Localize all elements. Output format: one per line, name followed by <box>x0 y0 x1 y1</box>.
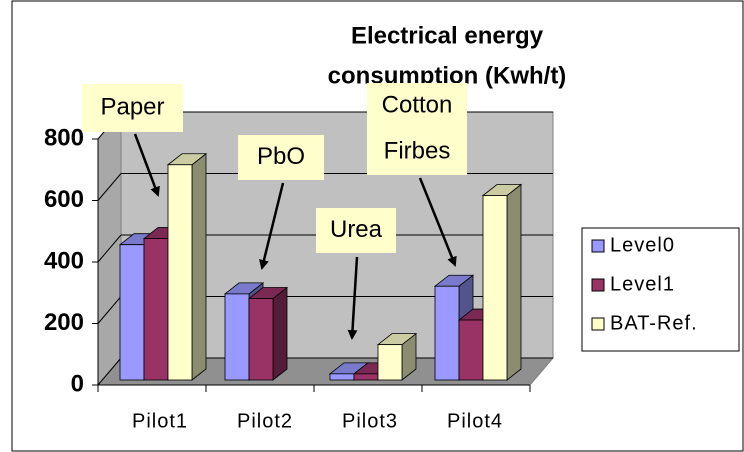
x-tick-label: Pilot2 <box>237 410 293 432</box>
bar-side <box>506 183 522 381</box>
annotation-box <box>82 84 183 132</box>
bar <box>119 244 145 381</box>
bar <box>329 373 355 381</box>
bar <box>353 373 379 381</box>
annotation-box <box>238 135 324 180</box>
grid-line <box>97 357 122 386</box>
y-tick-label: 600 <box>44 186 84 213</box>
grid-line <box>97 234 122 263</box>
chart-title: Electrical energy <box>351 22 544 49</box>
legend-label: Level0 <box>610 234 675 256</box>
annotation-text: Urea <box>330 216 383 243</box>
annotation-box <box>367 83 467 175</box>
annotation-text: PbO <box>257 143 305 170</box>
x-tick-label: Pilot3 <box>342 410 398 432</box>
bar-side <box>191 152 207 381</box>
x-tick-label: Pilot4 <box>447 410 503 432</box>
bar <box>248 298 274 381</box>
legend-swatch <box>591 317 605 331</box>
bar <box>224 293 250 381</box>
annotation-arrow <box>347 256 359 340</box>
annotation-arrow <box>259 182 285 270</box>
bar <box>434 285 460 381</box>
annotation-text: Firbes <box>384 137 451 164</box>
annotation-box <box>316 208 396 253</box>
legend-label: Level1 <box>610 273 675 295</box>
grid-line <box>97 173 122 201</box>
bar <box>482 195 508 381</box>
bar <box>458 319 484 381</box>
annotation-text: Cotton <box>382 91 453 118</box>
annotation-text: Paper <box>100 93 164 120</box>
y-tick-label: 200 <box>44 309 84 336</box>
annotation-arrow <box>418 177 457 267</box>
y-tick-label: 0 <box>71 370 84 397</box>
legend-swatch <box>591 278 605 292</box>
legend-box <box>581 227 740 352</box>
annotation-arrow <box>133 133 160 197</box>
grid-line <box>97 296 122 324</box>
bar <box>167 164 193 381</box>
legend-swatch <box>591 239 605 253</box>
bar-side <box>272 286 288 381</box>
y-tick-label: 800 <box>44 124 84 151</box>
x-tick-label: Pilot1 <box>132 410 188 432</box>
bar <box>143 238 169 381</box>
legend-label: BAT-Ref. <box>610 312 698 334</box>
bar <box>377 344 403 381</box>
y-tick-label: 400 <box>44 247 84 274</box>
